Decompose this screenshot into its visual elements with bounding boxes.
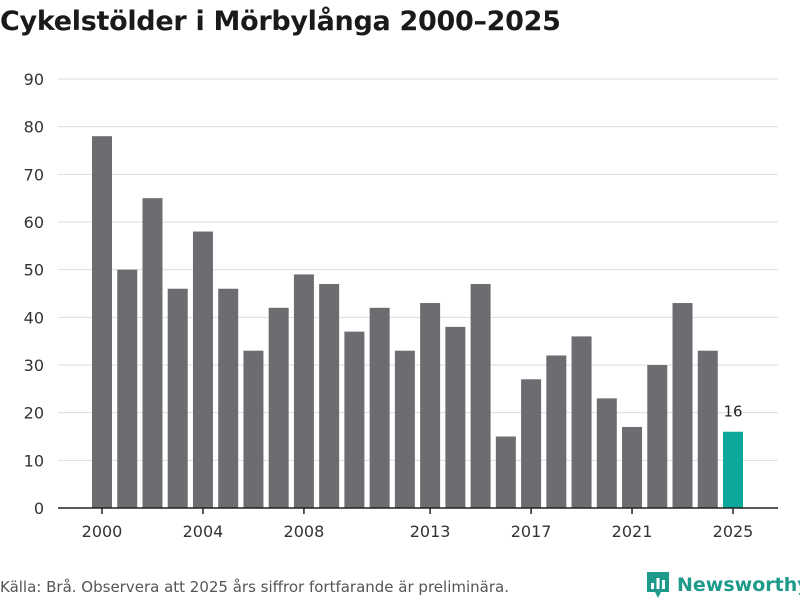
bar-2005	[218, 288, 239, 508]
bar-2007	[268, 307, 289, 508]
x-axis: 2000 2004 2008 2013 2017 2021 2025	[58, 507, 778, 541]
bar-2019	[571, 336, 592, 508]
bar-2016	[495, 436, 516, 508]
bar-2003	[167, 288, 188, 508]
y-tick-label: 60	[24, 213, 44, 232]
x-tick-label: 2013	[410, 522, 451, 541]
bar-2020	[596, 398, 617, 508]
bar-2001	[117, 269, 138, 508]
y-tick-label: 40	[24, 308, 44, 327]
bar-2023	[672, 303, 693, 508]
bar-2024	[697, 350, 718, 508]
y-tick-label: 50	[24, 261, 44, 280]
bar-2018	[546, 355, 567, 508]
x-tick-label: 2004	[183, 522, 224, 541]
bar-2013	[420, 303, 441, 508]
bar-chart-logo-icon	[647, 572, 669, 598]
y-tick-label: 70	[24, 165, 44, 184]
y-tick-label: 80	[24, 118, 44, 137]
bar-2000	[92, 136, 112, 508]
bar-2021	[622, 426, 643, 508]
y-tick-label: 30	[24, 356, 44, 375]
brand-name: Newsworthy	[677, 574, 800, 596]
bar-2011	[369, 307, 390, 508]
source-note: Källa: Brå. Observera att 2025 års siffr…	[0, 578, 509, 596]
bar-2010	[344, 331, 365, 508]
y-tick-label: 90	[24, 70, 44, 89]
gridlines	[58, 78, 778, 461]
data-label-2025: 16	[723, 403, 742, 421]
x-tick-label: 2017	[511, 522, 552, 541]
bar-2012	[394, 350, 415, 508]
data-labels: 16	[723, 403, 742, 421]
bar-2022	[647, 365, 668, 508]
y-tick-label: 0	[34, 499, 44, 518]
bar-2017	[521, 379, 542, 508]
x-tick-label: 2021	[612, 522, 653, 541]
bar-2002	[142, 198, 163, 508]
bar-2025	[723, 431, 743, 508]
chart-title: Cykelstölder i Mörbylånga 2000–2025	[0, 6, 561, 37]
bar-2014	[445, 326, 466, 508]
x-tick-label: 2025	[713, 522, 754, 541]
x-tick-label: 2008	[284, 522, 325, 541]
y-tick-label: 20	[24, 404, 44, 423]
bar-2015	[470, 283, 491, 508]
y-axis-ticks: 0 10 20 30 40 50 60 70 80 90	[24, 70, 44, 518]
brand-logo[interactable]: Newsworthy	[645, 570, 800, 600]
y-tick-label: 10	[24, 451, 44, 470]
bars	[92, 136, 743, 509]
bar-2006	[243, 350, 264, 508]
bar-2008	[293, 274, 314, 508]
bar-2009	[319, 283, 340, 508]
x-tick-label: 2000	[82, 522, 123, 541]
bar-2004	[192, 231, 213, 509]
